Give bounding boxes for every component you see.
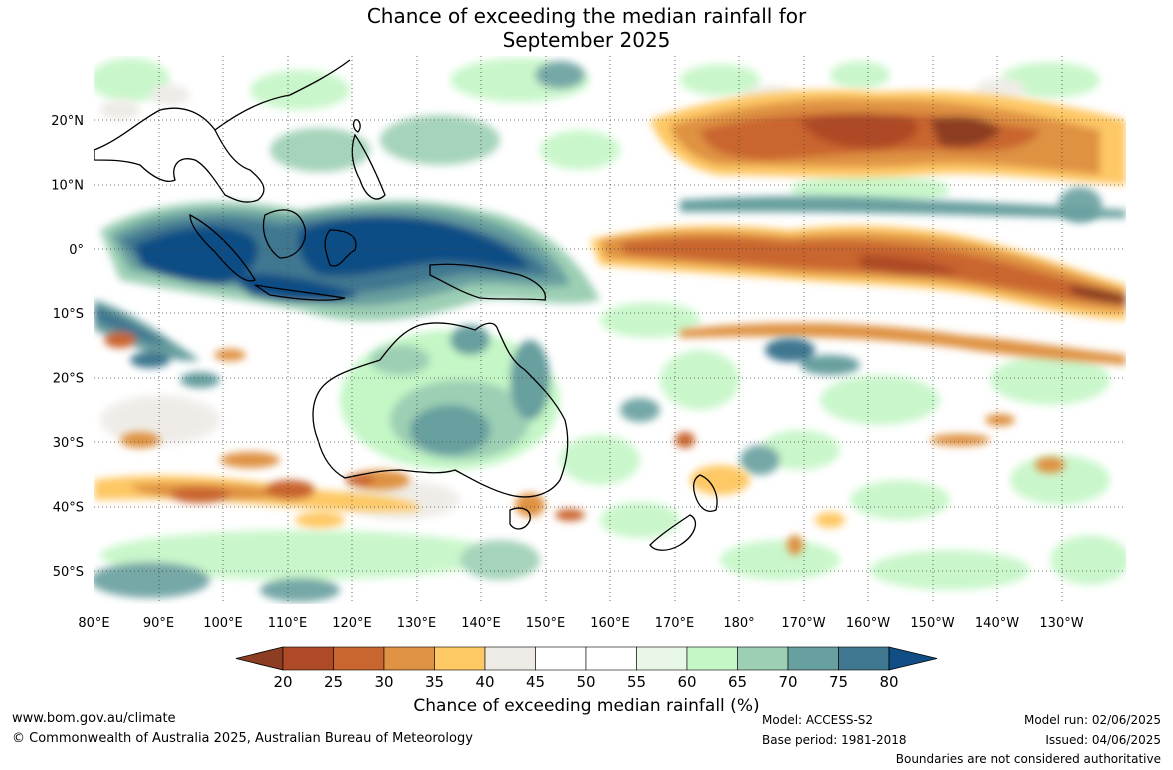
colorbar-segment	[383, 646, 435, 671]
colorbar-tick-label: 70	[778, 673, 797, 691]
dry-anomaly-north-pacific	[650, 89, 1126, 185]
asia-coastline	[94, 107, 265, 203]
dry-anomaly-southern-ocean	[94, 85, 1065, 555]
colorbar-segment	[484, 646, 536, 671]
australia-coastline	[312, 322, 569, 498]
wet-anomaly-indian-ocean	[94, 300, 246, 388]
colorbar-segment	[636, 646, 688, 671]
title-line-2: September 2025	[502, 28, 671, 52]
colorbar-segment	[787, 646, 839, 671]
philippines-coastline	[351, 133, 386, 200]
lon-label: 150°E	[526, 616, 566, 631]
footer-url[interactable]: www.bom.gov.au/climate	[12, 711, 176, 726]
colorbar-tick-label: 65	[728, 673, 747, 691]
map-title: Chance of exceeding the median rainfall …	[0, 4, 1173, 52]
lon-label: 170°W	[781, 616, 825, 631]
dry-anomaly-equatorial-pacific	[590, 225, 1126, 365]
lon-label: 120°E	[332, 616, 372, 631]
footer-boundaries: Boundaries are not considered authoritat…	[895, 752, 1161, 766]
colorbar-segment	[282, 646, 334, 671]
colorbar-segment	[434, 646, 486, 671]
taiwan-coastline	[352, 119, 361, 133]
tasmania-coastline	[509, 507, 531, 530]
china-coastline	[214, 59, 351, 131]
colorbar-tick-label: 40	[475, 673, 494, 691]
footer-model: Model: ACCESS-S2	[762, 713, 874, 727]
title-line-1: Chance of exceeding the median rainfall …	[366, 4, 807, 28]
wet-anomaly-maritime-continent	[100, 200, 600, 321]
lon-label: 100°E	[203, 616, 243, 631]
colorbar-segment	[838, 646, 890, 671]
colorbar-segment	[333, 646, 385, 671]
coastlines	[94, 59, 718, 551]
colorbar-tick-label: 30	[374, 673, 393, 691]
colorbar-tick-label: 45	[526, 673, 545, 691]
colorbar-extension-low	[235, 646, 284, 671]
lon-label: 90°E	[143, 616, 174, 631]
colorbar-segment	[686, 646, 738, 671]
colorbar-tick-label: 55	[627, 673, 646, 691]
new-guinea-coastline	[429, 263, 547, 301]
wet-anomaly-australia	[340, 325, 560, 470]
wet-anomaly-pacific-bands	[680, 196, 1126, 375]
lon-label: 110°E	[268, 616, 308, 631]
colorbar-title: Chance of exceeding median rainfall (%)	[413, 696, 760, 716]
lon-label: 150°W	[910, 616, 954, 631]
lon-label: 140°W	[975, 616, 1019, 631]
new-zealand-south-coastline	[649, 514, 697, 551]
footer-copyright: © Commonwealth of Australia 2025, Austra…	[12, 731, 473, 746]
gridlines	[94, 56, 1126, 604]
lat-label: 0°	[69, 243, 84, 258]
colorbar-extension-high	[888, 646, 938, 671]
lon-label: 170°E	[655, 616, 695, 631]
colorbar: 20 25 30 35 40 45 50 55 60 65 70 75 80	[235, 646, 938, 691]
lon-label: 140°E	[461, 616, 501, 631]
lon-label: 80°E	[78, 616, 109, 631]
rainfall-probability-field	[94, 56, 1126, 604]
colorbar-tick-label: 20	[273, 673, 292, 691]
colorbar-tick-label: 25	[324, 673, 343, 691]
footer-issued: Issued: 04/06/2025	[1045, 733, 1161, 747]
footer-model-run: Model run: 02/06/2025	[1023, 713, 1161, 727]
colorbar-tick-label: 35	[425, 673, 444, 691]
sulawesi-coastline	[324, 229, 357, 267]
lat-label: 10°N	[51, 178, 84, 193]
lon-label: 160°E	[590, 616, 630, 631]
colorbar-segment	[535, 646, 587, 671]
lat-label: 10°S	[53, 307, 84, 322]
colorbar-tick-label: 75	[829, 673, 848, 691]
lat-label: 50°S	[53, 565, 84, 580]
latitude-labels: 20°N 10°N 0° 10°S 20°S 30°S 40°S 50°S	[51, 114, 84, 580]
lat-label: 20°N	[51, 114, 84, 129]
longitude-labels: 80°E 90°E 100°E 110°E 120°E 130°E 140°E 150°E 16…	[78, 616, 1083, 631]
lat-label: 40°S	[53, 500, 84, 515]
footer-base-period: Base period: 1981-2018	[762, 733, 907, 747]
new-zealand-north-coastline	[693, 474, 718, 512]
colorbar-segment	[585, 646, 637, 671]
lat-label: 20°S	[53, 372, 84, 387]
lon-label: 180°	[723, 616, 754, 631]
borneo-coastline	[262, 209, 307, 259]
java-coastline	[254, 284, 346, 301]
lat-label: 30°S	[53, 436, 84, 451]
lon-label: 130°E	[397, 616, 437, 631]
colorbar-segment	[737, 646, 789, 671]
sumatra-coastline	[189, 213, 256, 282]
colorbar-tick-label: 60	[677, 673, 696, 691]
colorbar-tick-label: 80	[879, 673, 898, 691]
background-speckle	[94, 58, 1126, 602]
lon-label: 160°W	[846, 616, 890, 631]
colorbar-tick-label: 50	[576, 673, 595, 691]
lon-label: 130°W	[1039, 616, 1083, 631]
